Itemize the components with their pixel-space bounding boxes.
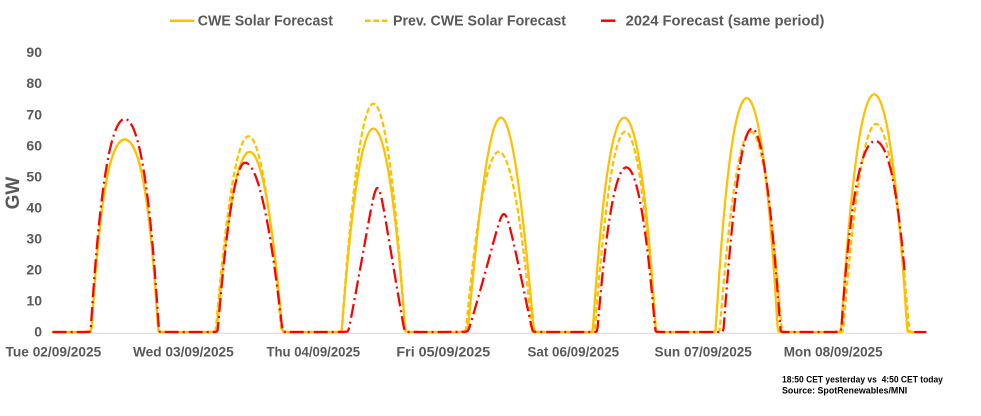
svg-text:Tue 02/09/2025: Tue 02/09/2025 xyxy=(6,345,102,360)
svg-text:70: 70 xyxy=(26,106,42,122)
svg-text:10: 10 xyxy=(26,293,42,309)
svg-text:30: 30 xyxy=(26,231,42,247)
svg-text:0: 0 xyxy=(34,324,42,340)
svg-text:Source: SpotRenewables/MNI: Source: SpotRenewables/MNI xyxy=(782,386,907,396)
svg-text:CWE Solar Forecast: CWE Solar Forecast xyxy=(198,14,333,30)
svg-text:80: 80 xyxy=(26,75,42,91)
svg-text:Wed 03/09/2025: Wed 03/09/2025 xyxy=(133,345,234,360)
svg-text:20: 20 xyxy=(26,262,42,278)
svg-text:GW: GW xyxy=(3,177,24,210)
svg-text:50: 50 xyxy=(26,168,42,184)
svg-text:40: 40 xyxy=(26,200,42,216)
svg-text:Sun 07/09/2025: Sun 07/09/2025 xyxy=(655,345,753,360)
svg-text:90: 90 xyxy=(26,44,42,60)
svg-text:18:50 CET yesterday vs 4:50 C: 18:50 CET yesterday vs 4:50 CET today xyxy=(782,375,943,385)
svg-text:2024 Forecast (same period): 2024 Forecast (same period) xyxy=(626,14,825,30)
svg-text:60: 60 xyxy=(26,137,42,153)
svg-text:Prev. CWE Solar Forecast: Prev. CWE Solar Forecast xyxy=(393,14,566,30)
svg-text:Mon 08/09/2025: Mon 08/09/2025 xyxy=(784,345,883,360)
svg-text:Sat 06/09/2025: Sat 06/09/2025 xyxy=(527,345,619,360)
svg-text:Fri 05/09/2025: Fri 05/09/2025 xyxy=(396,345,490,360)
svg-text:Thu 04/09/2025: Thu 04/09/2025 xyxy=(266,345,360,360)
